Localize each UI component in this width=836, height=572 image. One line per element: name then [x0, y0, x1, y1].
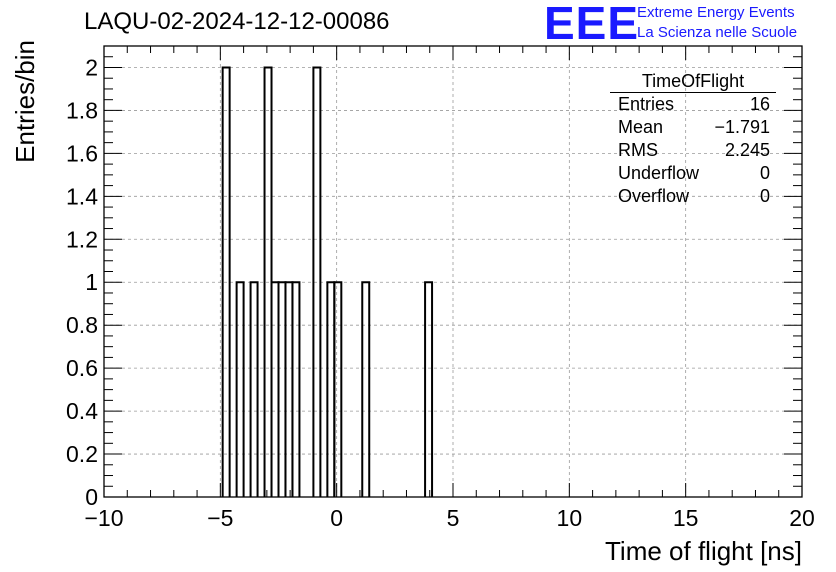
- y-tick-label: 0.4: [66, 398, 98, 424]
- x-tick-label: 0: [330, 505, 343, 531]
- chart-title: LAQU-02-2024-12-12-00086: [84, 8, 390, 35]
- stats-label: RMS: [618, 140, 658, 160]
- stats-value: −1.791: [714, 117, 770, 137]
- histogram-bars: [221, 66, 434, 497]
- histogram-bin: [291, 281, 301, 497]
- tick-labels: −10 −5 0 5 10 15 20 0 0.2 0.4 0.6 0.8 1 1.2 1.4 1.6 1.8 2: [66, 54, 815, 531]
- stats-row: Underflow 0: [610, 162, 776, 185]
- eee-logo: EEE: [544, 0, 640, 49]
- histogram-bin: [284, 281, 294, 497]
- histogram-bin: [249, 281, 259, 497]
- x-tick-label: −5: [207, 505, 233, 531]
- stats-title: TimeOfFlight: [610, 70, 776, 93]
- y-tick-label: 0.2: [66, 441, 98, 467]
- y-tick-label: 1: [85, 269, 98, 295]
- x-tick-label: 20: [789, 505, 815, 531]
- stats-label: Entries: [618, 94, 675, 114]
- histogram-bin: [333, 281, 343, 497]
- y-tick-label: 0: [85, 484, 98, 510]
- logo-line-1: Extreme Energy Events: [637, 4, 795, 21]
- y-tick-label: 0.8: [66, 312, 98, 338]
- histogram-bin: [270, 281, 280, 497]
- logo-line-2: La Scienza nelle Scuole: [637, 24, 798, 41]
- histogram-bin: [277, 281, 287, 497]
- stats-value: 16: [749, 94, 770, 114]
- stats-row: Mean −1.791: [610, 116, 776, 139]
- x-tick-label: 10: [557, 505, 583, 531]
- x-tick-label: 15: [673, 505, 699, 531]
- y-tick-label: 0.6: [66, 355, 98, 381]
- stats-row: Entries 16: [610, 93, 776, 116]
- histogram-bin: [235, 281, 245, 497]
- histogram-bin: [312, 66, 322, 497]
- y-tick-label: 2: [85, 54, 98, 80]
- stats-value: 0: [759, 186, 770, 206]
- x-axis-label: Time of flight [ns]: [605, 536, 802, 566]
- y-tick-label: 1.6: [66, 140, 98, 166]
- stats-row: RMS 2.245: [610, 139, 776, 162]
- stats-label: Underflow: [618, 163, 700, 183]
- histogram-bin: [361, 281, 371, 497]
- grid-lines: [104, 46, 802, 497]
- histogram-bin: [221, 66, 231, 497]
- x-tick-label: 5: [447, 505, 460, 531]
- stats-row: Overflow 0: [610, 185, 776, 208]
- stats-value: 0: [759, 163, 770, 183]
- y-tick-label: 1.8: [66, 97, 98, 123]
- stats-box: TimeOfFlight Entries 16 Mean −1.791 RMS …: [610, 70, 776, 208]
- stats-value: 2.245: [724, 140, 770, 160]
- stats-label: Overflow: [618, 186, 690, 206]
- y-axis-label: Entries/bin: [10, 40, 40, 163]
- y-tick-label: 1.2: [66, 226, 98, 252]
- y-tick-label: 1.4: [66, 183, 98, 209]
- stats-label: Mean: [618, 117, 664, 137]
- histogram-bin: [326, 281, 336, 497]
- histogram-bin: [424, 281, 434, 497]
- axes: [103, 45, 803, 498]
- x-tick-label: −10: [84, 505, 123, 531]
